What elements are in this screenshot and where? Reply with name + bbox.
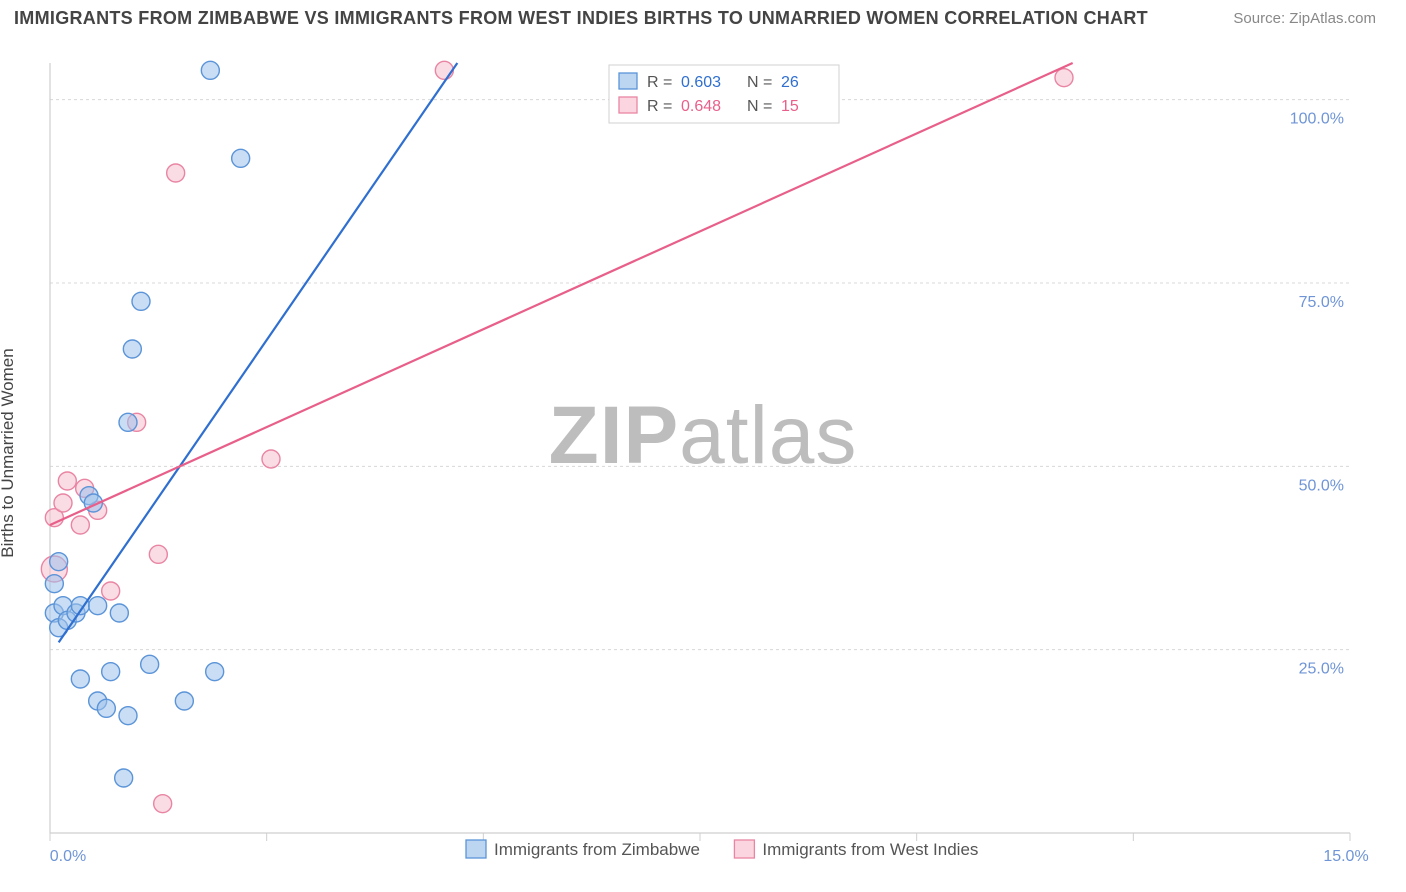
data-point (262, 450, 280, 468)
data-point (123, 340, 141, 358)
data-point (119, 413, 137, 431)
y-tick-label: 25.0% (1299, 661, 1344, 678)
data-point (58, 472, 76, 490)
legend-n-label: N = (747, 98, 772, 115)
data-point (175, 692, 193, 710)
data-point (50, 553, 68, 571)
series-label: Immigrants from West Indies (762, 840, 978, 859)
legend-r-value: 0.648 (681, 98, 721, 115)
data-point (71, 516, 89, 534)
data-point (71, 670, 89, 688)
chart-area: Births to Unmarried Women ZIPatlas 25.0%… (0, 33, 1406, 873)
data-point (232, 149, 250, 167)
data-point (115, 769, 133, 787)
chart-header: IMMIGRANTS FROM ZIMBABWE VS IMMIGRANTS F… (0, 0, 1406, 33)
chart-source: Source: ZipAtlas.com (1233, 10, 1376, 27)
data-point (154, 795, 172, 813)
y-tick-label: 50.0% (1299, 477, 1344, 494)
data-point (201, 61, 219, 79)
series-label: Immigrants from Zimbabwe (494, 840, 700, 859)
y-tick-label: 100.0% (1290, 111, 1344, 128)
data-point (1055, 69, 1073, 87)
data-point (132, 292, 150, 310)
data-point (141, 655, 159, 673)
regression-line (59, 63, 458, 642)
data-point (97, 699, 115, 717)
data-point (45, 575, 63, 593)
data-point (206, 663, 224, 681)
data-point (149, 545, 167, 563)
data-point (119, 707, 137, 725)
scatter-chart: 25.0% 50.0% 75.0% 100.0% 0.0% 15.0% R = 0.603 N … (0, 33, 1406, 873)
y-tick-label: 75.0% (1299, 294, 1344, 311)
legend-swatch (619, 73, 637, 89)
legend-n-value: 26 (781, 74, 799, 91)
regression-line (50, 63, 1073, 525)
data-point (89, 597, 107, 615)
legend-r-label: R = (647, 98, 672, 115)
series-swatch (734, 840, 754, 858)
data-point (54, 494, 72, 512)
correlation-legend (609, 65, 839, 123)
legend-n-value: 15 (781, 98, 799, 115)
x-tick-label: 0.0% (50, 848, 86, 865)
data-point (167, 164, 185, 182)
legend-swatch (619, 97, 637, 113)
legend-r-value: 0.603 (681, 74, 721, 91)
data-point (435, 61, 453, 79)
legend-n-label: N = (747, 74, 772, 91)
x-tick-label: 15.0% (1323, 848, 1368, 865)
data-point (102, 582, 120, 600)
legend-r-label: R = (647, 74, 672, 91)
data-point (110, 604, 128, 622)
series-swatch (466, 840, 486, 858)
data-point (102, 663, 120, 681)
y-axis-label: Births to Unmarried Women (0, 348, 18, 557)
chart-title: IMMIGRANTS FROM ZIMBABWE VS IMMIGRANTS F… (14, 8, 1148, 29)
